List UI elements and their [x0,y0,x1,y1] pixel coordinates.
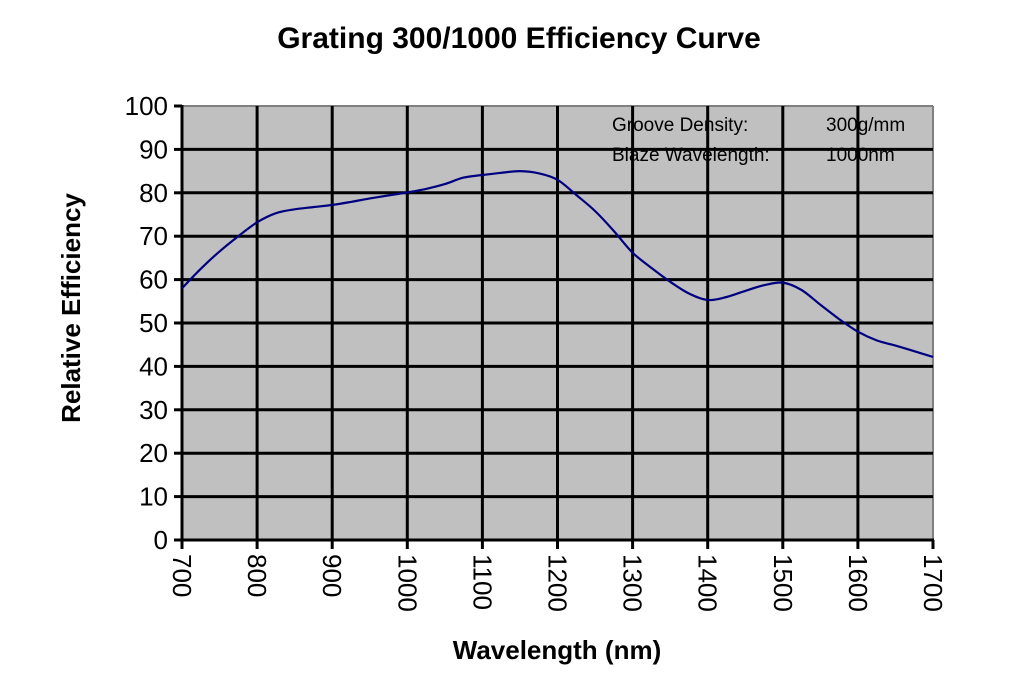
series-layer [181,169,934,358]
y-tick-label: 10 [139,482,168,512]
series-line-efficiency [181,169,934,358]
y-tick-label: 100 [125,91,168,121]
chart-title: Grating 300/1000 Efficiency Curve [277,22,761,55]
y-tick-label: 0 [154,525,168,555]
y-tick-label: 30 [139,395,168,425]
y-tick-labels: 0 10 20 30 40 50 60 70 80 90 100 [125,91,168,555]
x-tick-label: 1000 [392,554,422,612]
y-tick-label: 20 [139,438,168,468]
annotation-groove-density-label: Groove Density: [612,115,748,136]
x-tick-label: 1500 [768,554,798,612]
x-tick-label: 1200 [543,554,573,612]
x-tick-label: 1700 [918,554,948,612]
y-tick-label: 60 [139,265,168,295]
x-tick-label: 1300 [618,554,648,612]
x-tick-label: 800 [242,554,272,597]
x-tick-label: 700 [167,554,197,597]
x-tick-label: 1400 [693,554,723,612]
x-tick-label: 1100 [467,554,497,610]
y-tick-label: 50 [139,308,168,338]
grid-lines-overlay [182,106,933,540]
y-tick-label: 40 [139,351,168,381]
y-axis-title: Relative Efficiency [56,193,86,423]
x-tick-label: 1600 [843,554,873,612]
y-tick-label: 70 [139,221,168,251]
y-tick-label: 90 [139,134,168,164]
x-tick-labels: 700 800 900 1000 1100 1200 1300 1400 1500 1600 170… [167,554,948,612]
x-axis-title: Wavelength (nm) [453,635,661,665]
annotation-groove-density-value: 300g/mm [826,115,905,136]
y-tick-label: 80 [139,178,168,208]
x-tick-label: 900 [317,554,347,597]
